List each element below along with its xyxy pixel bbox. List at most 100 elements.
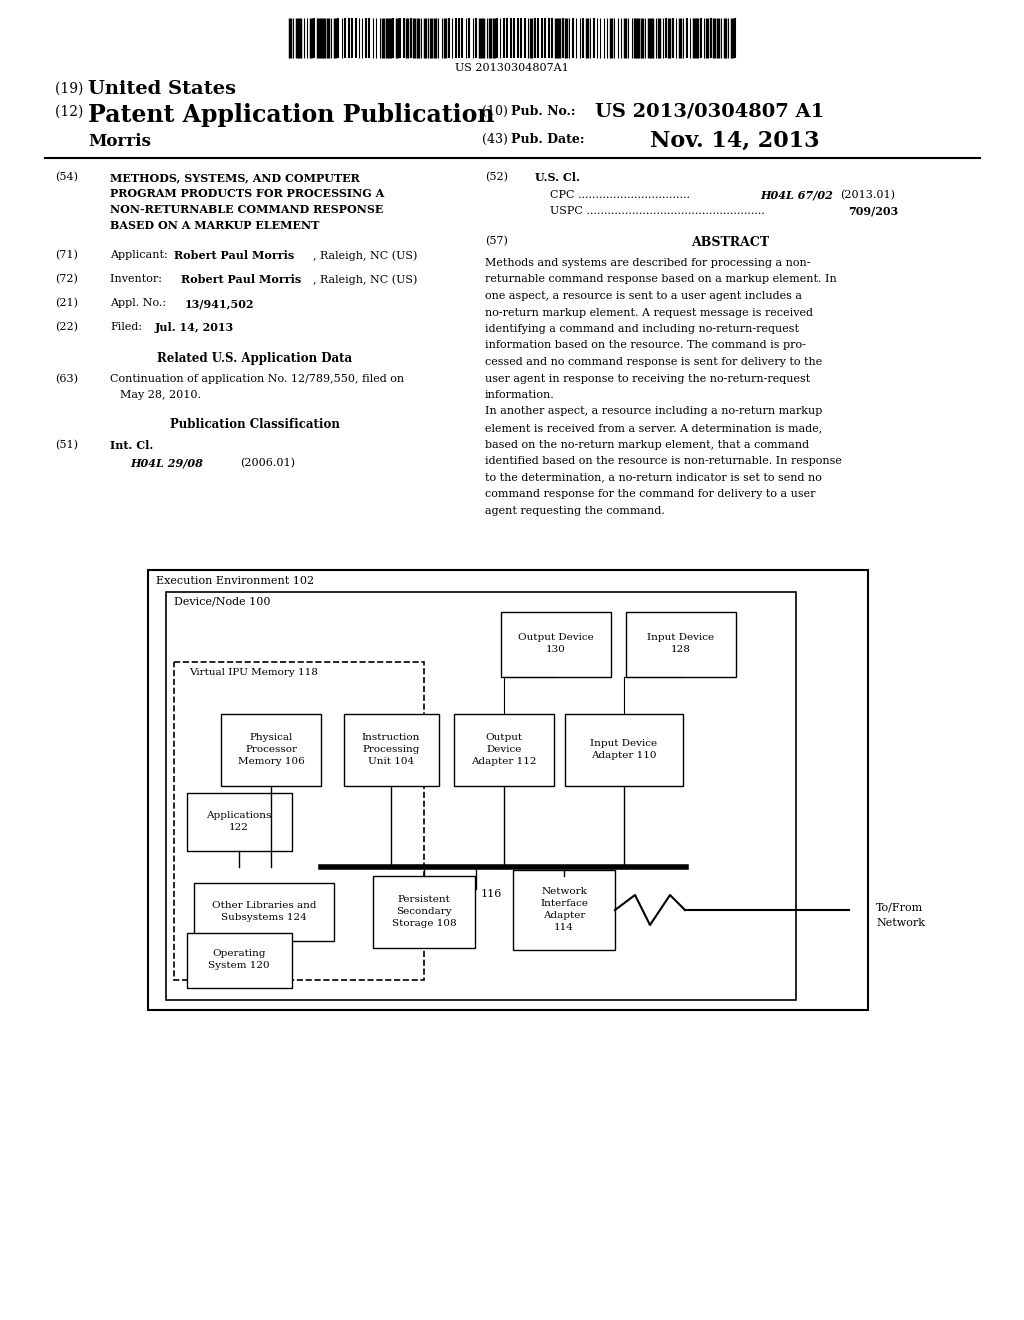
Text: Network: Network <box>541 887 587 896</box>
Text: Other Libraries and: Other Libraries and <box>212 902 316 911</box>
Text: Pub. No.:: Pub. No.: <box>511 106 575 117</box>
Text: Pub. Date:: Pub. Date: <box>511 133 585 147</box>
Text: Processing: Processing <box>362 746 420 755</box>
Bar <box>565 714 683 785</box>
Text: Network: Network <box>876 917 925 928</box>
Text: Device: Device <box>486 746 521 755</box>
Text: Output Device: Output Device <box>518 634 594 643</box>
Text: command response for the command for delivery to a user: command response for the command for del… <box>485 488 815 499</box>
Text: May 28, 2010.: May 28, 2010. <box>120 389 201 400</box>
Bar <box>186 932 292 987</box>
Text: to the determination, a no-return indicator is set to send no: to the determination, a no-return indica… <box>485 473 822 483</box>
Text: identifying a command and including no-return-request: identifying a command and including no-r… <box>485 323 799 334</box>
Bar <box>513 870 615 950</box>
Text: , Raleigh, NC (US): , Raleigh, NC (US) <box>313 275 418 285</box>
Text: (10): (10) <box>482 106 512 117</box>
Text: Physical: Physical <box>249 734 293 742</box>
Text: Processor: Processor <box>245 746 297 755</box>
Text: NON-RETURNABLE COMMAND RESPONSE: NON-RETURNABLE COMMAND RESPONSE <box>110 205 383 215</box>
Bar <box>221 714 321 785</box>
Text: returnable command response based on a markup element. In: returnable command response based on a m… <box>485 275 837 285</box>
Bar <box>373 876 475 948</box>
Text: Filed:: Filed: <box>110 322 142 333</box>
Text: US 20130304807A1: US 20130304807A1 <box>455 63 569 73</box>
Text: (57): (57) <box>485 236 508 247</box>
Bar <box>194 883 334 941</box>
Text: (51): (51) <box>55 440 78 450</box>
Text: information based on the resource. The command is pro-: information based on the resource. The c… <box>485 341 806 351</box>
Bar <box>501 611 611 676</box>
Text: Morris: Morris <box>88 133 151 150</box>
Text: METHODS, SYSTEMS, AND COMPUTER: METHODS, SYSTEMS, AND COMPUTER <box>110 172 359 183</box>
Text: Adapter 110: Adapter 110 <box>591 751 656 760</box>
Text: (52): (52) <box>485 172 508 182</box>
Text: PROGRAM PRODUCTS FOR PROCESSING A: PROGRAM PRODUCTS FOR PROCESSING A <box>110 187 384 199</box>
Text: (19): (19) <box>55 82 88 96</box>
Text: Patent Application Publication: Patent Application Publication <box>88 103 495 127</box>
Text: In another aspect, a resource including a no-return markup: In another aspect, a resource including … <box>485 407 822 417</box>
Text: Methods and systems are described for processing a non-: Methods and systems are described for pr… <box>485 257 811 268</box>
Text: information.: information. <box>485 389 555 400</box>
Text: Operating: Operating <box>212 949 266 958</box>
Text: BASED ON A MARKUP ELEMENT: BASED ON A MARKUP ELEMENT <box>110 220 319 231</box>
Text: 709/203: 709/203 <box>848 206 898 216</box>
Text: user agent in response to receiving the no-return-request: user agent in response to receiving the … <box>485 374 810 384</box>
Bar <box>174 663 424 979</box>
Bar <box>148 570 868 1010</box>
Text: Unit 104: Unit 104 <box>368 758 414 767</box>
Text: USPC ...................................................: USPC ...................................… <box>550 206 765 216</box>
Text: Robert Paul Morris: Robert Paul Morris <box>174 249 294 261</box>
Bar <box>626 611 736 676</box>
Text: Jul. 14, 2013: Jul. 14, 2013 <box>155 322 234 333</box>
Text: (12): (12) <box>55 106 88 119</box>
Text: Instruction: Instruction <box>361 734 420 742</box>
Text: 116: 116 <box>481 888 503 899</box>
Text: Secondary: Secondary <box>396 908 452 916</box>
Text: H04L 29/08: H04L 29/08 <box>130 458 203 469</box>
Text: Interface: Interface <box>540 899 588 908</box>
Text: one aspect, a resource is sent to a user agent includes a: one aspect, a resource is sent to a user… <box>485 290 802 301</box>
Text: (72): (72) <box>55 275 78 284</box>
Text: Nov. 14, 2013: Nov. 14, 2013 <box>650 129 819 152</box>
Text: United States: United States <box>88 81 236 98</box>
Text: Continuation of application No. 12/789,550, filed on: Continuation of application No. 12/789,5… <box>110 374 404 384</box>
Text: Storage 108: Storage 108 <box>392 920 457 928</box>
Text: ABSTRACT: ABSTRACT <box>691 236 769 249</box>
Text: (54): (54) <box>55 172 78 182</box>
Text: cessed and no command response is sent for delivery to the: cessed and no command response is sent f… <box>485 356 822 367</box>
Text: element is received from a server. A determination is made,: element is received from a server. A det… <box>485 422 822 433</box>
Bar <box>454 714 554 785</box>
Text: Publication Classification: Publication Classification <box>170 418 340 432</box>
Text: based on the no-return markup element, that a command: based on the no-return markup element, t… <box>485 440 809 450</box>
Text: no-return markup element. A request message is received: no-return markup element. A request mess… <box>485 308 813 318</box>
Text: Virtual IPU Memory 118: Virtual IPU Memory 118 <box>189 668 317 677</box>
Text: H04L 67/02: H04L 67/02 <box>760 190 833 201</box>
Text: System 120: System 120 <box>208 961 269 970</box>
Text: Inventor:: Inventor: <box>110 275 176 284</box>
Text: Output: Output <box>485 734 522 742</box>
Text: Applicant:: Applicant: <box>110 249 175 260</box>
Text: 114: 114 <box>554 924 573 932</box>
Text: (2013.01): (2013.01) <box>840 190 895 201</box>
Bar <box>343 714 438 785</box>
Text: (71): (71) <box>55 249 78 260</box>
Text: agent requesting the command.: agent requesting the command. <box>485 506 665 516</box>
Text: 130: 130 <box>546 645 566 655</box>
Text: CPC ................................: CPC ................................ <box>550 190 690 201</box>
Text: Adapter: Adapter <box>543 912 585 920</box>
Text: U.S. Cl.: U.S. Cl. <box>535 172 580 183</box>
Text: Related U.S. Application Data: Related U.S. Application Data <box>158 352 352 366</box>
Text: Execution Environment 102: Execution Environment 102 <box>156 576 314 586</box>
Text: 122: 122 <box>229 824 249 833</box>
Bar <box>166 591 796 1001</box>
Text: (21): (21) <box>55 298 78 309</box>
Text: Subsystems 124: Subsystems 124 <box>221 913 307 923</box>
Text: (63): (63) <box>55 374 78 384</box>
Text: Robert Paul Morris: Robert Paul Morris <box>181 275 301 285</box>
Text: identified based on the resource is non-returnable. In response: identified based on the resource is non-… <box>485 455 842 466</box>
Text: (43): (43) <box>482 133 512 147</box>
Text: 128: 128 <box>671 645 691 655</box>
Text: Appl. No.:: Appl. No.: <box>110 298 173 308</box>
Text: To/From: To/From <box>876 902 924 912</box>
Text: Device/Node 100: Device/Node 100 <box>174 597 270 607</box>
